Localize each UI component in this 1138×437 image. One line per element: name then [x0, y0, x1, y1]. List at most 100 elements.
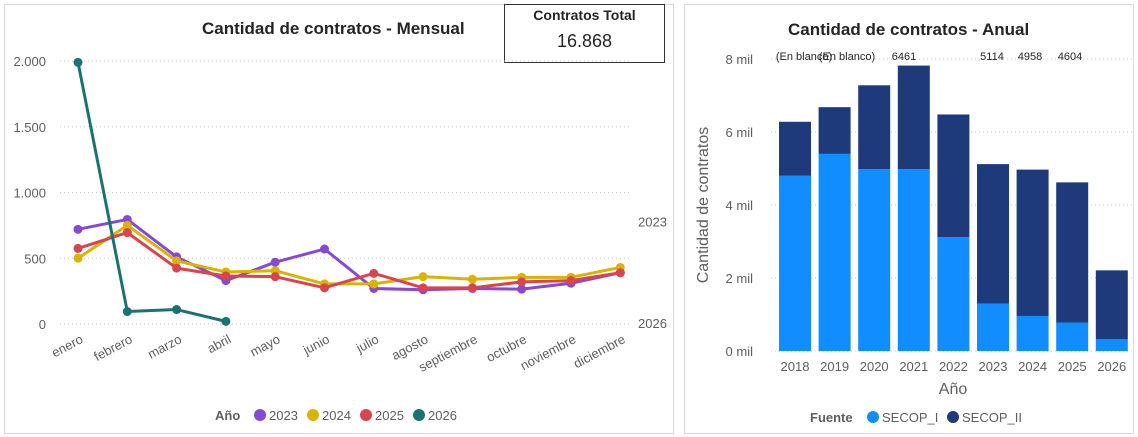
data-point-2025 — [122, 228, 132, 238]
data-point-2026 — [221, 316, 231, 326]
data-point-2023 — [270, 257, 280, 267]
x-tick-label: 2019 — [820, 359, 849, 374]
bar-segment-SECOP_I — [977, 303, 1009, 351]
legend-swatch-2025 — [360, 409, 372, 421]
x-tick-label: diciembre — [571, 331, 628, 371]
series-end-label: 2026 — [638, 316, 667, 331]
x-tick-label: febrero — [91, 331, 134, 364]
bar-top-label: (En blanco) — [776, 51, 832, 63]
x-tick-label: 2025 — [1058, 359, 1087, 374]
legend-label: SECOP_II — [962, 410, 1022, 425]
x-tick-label: abril — [205, 331, 234, 356]
bar-top-label: 5114 — [980, 51, 1004, 63]
x-tick-label: enero — [49, 331, 85, 360]
legend-label: 2026 — [428, 408, 457, 423]
x-tick-label: noviembre — [518, 331, 579, 373]
bar-segment-SECOP_II — [937, 114, 970, 238]
bar-segment-SECOP_II — [858, 85, 891, 170]
x-tick-label: 2020 — [860, 359, 889, 374]
legend-label: 2023 — [269, 408, 298, 423]
bar-segment-SECOP_II — [897, 65, 930, 170]
x-tick-label: 2022 — [939, 359, 968, 374]
legend-title: Año — [215, 408, 240, 423]
bar-segment-SECOP_I — [858, 169, 891, 351]
legend-label: 2024 — [322, 408, 351, 423]
bar-segment-SECOP_I — [1016, 315, 1049, 351]
monthly-chart-panel — [4, 4, 674, 434]
bar-segment-SECOP_II — [1095, 270, 1128, 340]
data-point-2023 — [73, 224, 83, 234]
data-point-2026 — [73, 57, 83, 67]
legend-label: SECOP_I — [882, 410, 938, 425]
x-tick-label: mayo — [247, 331, 282, 359]
y-tick-label: 1.500 — [13, 120, 46, 135]
x-tick-label: julio — [353, 331, 381, 356]
legend-title: Fuente — [810, 410, 853, 425]
x-tick-label: 2023 — [979, 359, 1008, 374]
legend-swatch-2023 — [254, 409, 266, 421]
x-tick-label: 2018 — [781, 359, 810, 374]
data-point-2025 — [270, 272, 280, 282]
bar-segment-SECOP_I — [1095, 339, 1128, 351]
kpi-label: Contratos Total — [533, 7, 636, 23]
data-point-2024 — [172, 256, 182, 266]
data-point-2024 — [122, 220, 132, 230]
x-tick-label: junio — [300, 331, 332, 358]
bar-segment-SECOP_I — [779, 175, 811, 351]
annual-bar-chart: 8 mil 6 mil 4 mil 2 mil 0 mil 2018 2019 2020 202… — [695, 51, 1132, 425]
data-point-2025 — [320, 283, 329, 293]
data-point-2023 — [517, 284, 527, 294]
bar-segment-SECOP_I — [937, 237, 970, 351]
data-point-2024 — [369, 279, 379, 289]
series-line-2023 — [77, 217, 621, 292]
y-axis-title: Cantidad de contratos — [695, 127, 712, 284]
bar-segment-SECOP_II — [818, 107, 851, 154]
legend-swatch-2026 — [413, 409, 425, 421]
y-tick-label: 0 — [39, 317, 46, 332]
legend-swatch-SECOP_I — [867, 411, 879, 423]
y-tick-label: 2.000 — [13, 54, 46, 69]
monthly-chart-title: Cantidad de contratos - Mensual — [202, 19, 465, 38]
data-point-2025 — [566, 276, 576, 286]
series-line-2024 — [77, 223, 621, 286]
y-tick-label: 0 mil — [726, 344, 754, 359]
y-tick-label: 500 — [24, 251, 46, 266]
data-point-2025 — [418, 283, 428, 293]
data-point-2025 — [369, 268, 379, 278]
bar-top-label: 6461 — [892, 51, 916, 63]
bar-segment-SECOP_II — [1056, 182, 1089, 323]
data-point-2026 — [172, 305, 182, 315]
x-tick-label: 2026 — [1097, 359, 1126, 374]
y-tick-label: 6 mil — [726, 125, 754, 140]
series-line-2026 — [76, 62, 227, 323]
bar-segment-SECOP_I — [818, 153, 851, 351]
series-end-label: 2023 — [638, 215, 667, 230]
data-point-2023 — [320, 244, 329, 254]
bar-segment-SECOP_II — [977, 164, 1009, 304]
y-tick-label: 1.000 — [13, 186, 46, 201]
series-line-2025 — [77, 231, 621, 290]
y-tick-label: 8 mil — [726, 52, 754, 67]
data-point-2024 — [467, 274, 477, 284]
data-point-2025 — [221, 271, 231, 281]
data-point-2025 — [467, 283, 477, 293]
annual-chart-title: Cantidad de contratos - Anual — [788, 20, 1030, 39]
kpi-card: Contratos Total 16.868 — [504, 4, 665, 63]
data-point-2025 — [517, 277, 527, 287]
legend-label: 2025 — [375, 408, 404, 423]
x-tick-label: 2024 — [1018, 359, 1047, 374]
bar-segment-SECOP_I — [1056, 322, 1089, 351]
data-point-2025 — [172, 263, 182, 273]
y-tick-label: 4 mil — [726, 198, 754, 213]
data-point-2025 — [615, 268, 625, 278]
x-tick-label: 2021 — [899, 359, 928, 374]
x-tick-label: marzo — [145, 331, 184, 361]
y-tick-label: 2 mil — [726, 271, 754, 286]
bar-top-label: 4604 — [1058, 51, 1082, 63]
legend-swatch-SECOP_II — [947, 411, 959, 423]
bar-top-label: (En blanco) — [819, 51, 875, 63]
bar-segment-SECOP_II — [779, 121, 811, 176]
legend-swatch-2024 — [307, 409, 319, 421]
x-axis-title: Año — [939, 381, 968, 398]
